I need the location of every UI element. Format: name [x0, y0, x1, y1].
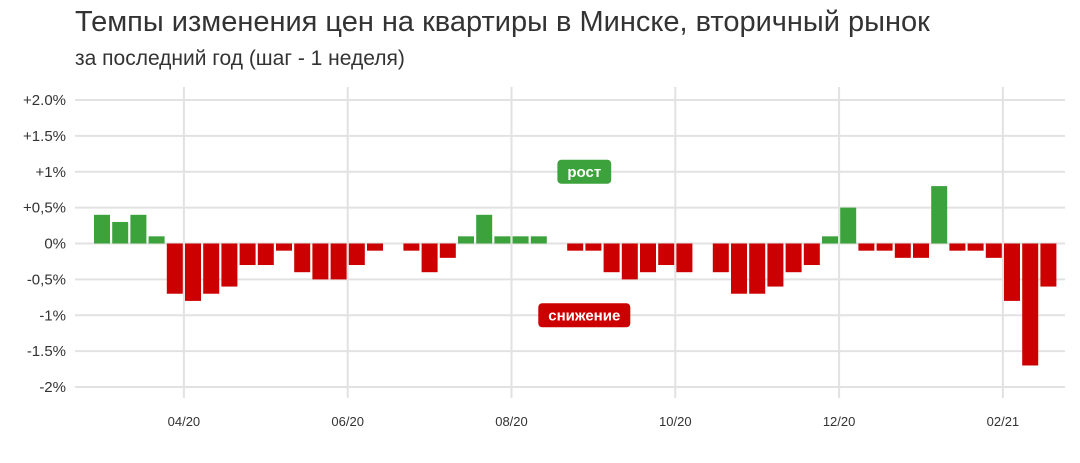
bar-negative	[348, 243, 365, 266]
bar-negative	[1022, 243, 1039, 366]
annotation-layer: рост снижение	[538, 159, 631, 328]
bar-negative	[312, 243, 329, 280]
bar-negative	[185, 243, 201, 301]
bar-negative	[640, 243, 656, 273]
bar-negative	[221, 243, 238, 287]
bar-positive	[494, 236, 511, 244]
annotation-box	[538, 303, 631, 328]
bar-negative	[876, 243, 893, 251]
annotation-label: снижение	[538, 303, 631, 328]
bar-positive	[94, 214, 110, 244]
y-tick-label: -2%	[39, 379, 66, 396]
bar-negative	[567, 243, 584, 251]
bar-negative	[967, 243, 984, 251]
bar-positive	[822, 236, 838, 244]
y-tick-label: +1.5%	[23, 128, 66, 145]
bar-negative	[294, 243, 311, 273]
y-tick-label: +2.0%	[23, 92, 66, 109]
bar-negative	[658, 243, 675, 266]
bar-negative	[803, 243, 820, 266]
bar-positive	[476, 214, 493, 244]
bar-positive	[931, 186, 948, 244]
annotation-text: рост	[567, 164, 601, 181]
bar-negative	[949, 243, 966, 251]
chart-subtitle: за последний год (шаг - 1 неделя)	[75, 47, 405, 70]
bar-negative	[621, 243, 638, 280]
bar-positive	[530, 236, 547, 244]
bar-positive	[512, 236, 529, 244]
x-tick-label: 04/20	[168, 414, 201, 429]
bar-negative	[421, 243, 438, 273]
annotation-label: рост	[557, 159, 612, 184]
bar-positive	[458, 236, 474, 244]
grid-layer: 04/20 06/20 08/20 10/20 12/20 02/21 +2.0% +1.5%…	[23, 87, 1065, 429]
x-tick-label: 10/20	[659, 414, 692, 429]
bar-negative	[676, 243, 693, 273]
x-tick-label: 06/20	[331, 414, 364, 429]
x-tick-label: 08/20	[495, 414, 528, 429]
bar-positive	[148, 236, 165, 244]
bar-negative	[712, 243, 729, 273]
bar-negative	[785, 243, 802, 273]
annotation-text: снижение	[548, 307, 620, 324]
bar-negative	[203, 243, 220, 294]
bar-negative	[749, 243, 766, 294]
bar-negative	[166, 243, 183, 294]
bar-positive	[840, 207, 857, 244]
bar-negative	[403, 243, 420, 251]
bar-negative	[330, 243, 347, 280]
bar-negative	[585, 243, 602, 251]
bar-negative	[731, 243, 747, 294]
bar-negative	[894, 243, 911, 258]
bar-negative	[985, 243, 1002, 258]
y-tick-label: 0%	[44, 236, 66, 253]
annotation-box	[557, 159, 612, 184]
bar-negative	[913, 243, 929, 258]
bar-negative	[767, 243, 784, 287]
y-tick-label: +1%	[36, 164, 66, 181]
bar-negative	[858, 243, 875, 251]
y-tick-label: +0,5%	[23, 200, 66, 217]
bar-negative	[439, 243, 456, 258]
bar-negative	[1004, 243, 1020, 301]
bar-positive	[130, 214, 147, 244]
y-tick-label: -1.5%	[27, 343, 66, 360]
bar-layer	[94, 186, 1057, 366]
y-tick-label: -0,5%	[27, 271, 66, 288]
x-tick-label: 12/20	[823, 414, 856, 429]
bar-negative	[276, 243, 292, 251]
chart-title: Темпы изменения цен на квартиры в Минске…	[75, 6, 930, 38]
bar-negative	[603, 243, 620, 273]
bar-negative	[257, 243, 274, 266]
x-tick-label: 02/21	[987, 414, 1020, 429]
bar-negative	[367, 243, 383, 251]
y-tick-label: -1%	[39, 307, 66, 324]
bar-positive	[112, 221, 129, 244]
bar-negative	[239, 243, 256, 266]
bar-negative	[1040, 243, 1057, 287]
